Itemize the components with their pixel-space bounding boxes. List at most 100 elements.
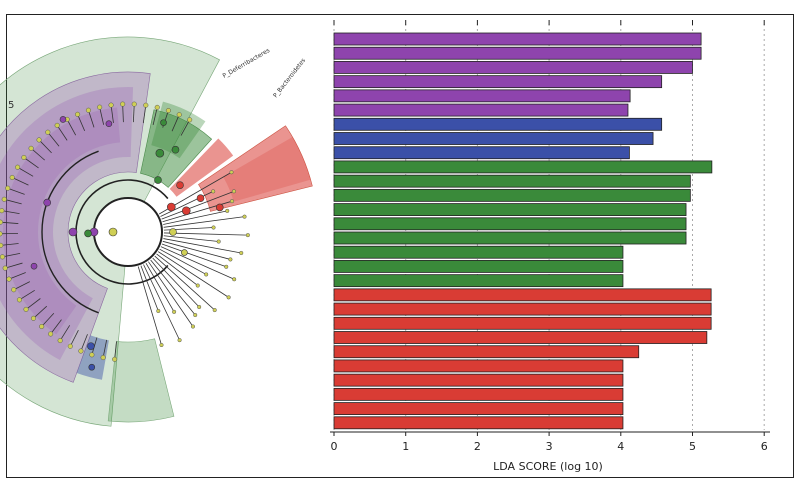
leaf-branch — [145, 262, 175, 313]
clade-highlight — [169, 138, 234, 197]
leaf-branch — [77, 114, 86, 132]
leaf-branch — [110, 105, 114, 124]
leaf-node — [15, 164, 21, 170]
x-tick-label: 1 — [402, 440, 409, 453]
leaf-branch — [152, 107, 158, 125]
bar — [333, 160, 713, 174]
clade-node — [181, 206, 191, 216]
leaf-node — [97, 104, 103, 110]
bar — [333, 359, 624, 373]
leaf-branch — [88, 110, 95, 128]
leaf-node — [54, 122, 60, 128]
bar — [333, 32, 702, 46]
clade-node — [108, 227, 118, 237]
leaf-branch — [142, 105, 147, 124]
bar — [333, 75, 663, 89]
leaf-branch — [30, 148, 45, 161]
x-tick-label: 0 — [331, 440, 338, 453]
leaf-node — [0, 208, 5, 214]
bar — [333, 387, 624, 401]
bar — [333, 331, 708, 344]
leaf-node — [6, 276, 12, 282]
clade-node — [160, 119, 167, 126]
leaf-node — [195, 283, 200, 288]
leaf-node — [16, 297, 22, 303]
leaf-branch — [23, 157, 39, 169]
clade-node — [215, 203, 224, 212]
ring-branch — [41, 150, 99, 314]
bar-series — [333, 32, 713, 430]
leaf-branch — [47, 131, 60, 147]
bar — [333, 245, 624, 259]
leaf-node — [85, 107, 91, 113]
leaf-node — [193, 312, 198, 318]
leaf-branch — [59, 325, 71, 341]
leaf-node — [143, 102, 149, 108]
leaf-branch — [0, 243, 19, 246]
leaf-branch — [137, 266, 162, 346]
leaf-branch — [99, 107, 105, 125]
bar — [333, 260, 624, 273]
clade-node — [196, 194, 205, 202]
leaf-node — [239, 250, 244, 256]
clade-node — [176, 181, 184, 189]
leaf-node — [165, 107, 171, 114]
leaf-node — [216, 239, 221, 244]
leaf-node — [0, 231, 3, 237]
leaf-branch — [66, 119, 77, 136]
leaf-branch — [157, 251, 229, 298]
leaf-branch — [25, 298, 41, 310]
leaf-node — [154, 104, 160, 110]
leaf-node — [232, 277, 237, 282]
clade-node — [105, 120, 113, 127]
leaf-node — [229, 199, 235, 204]
leaf-branch — [180, 119, 191, 136]
leaf-node — [57, 338, 63, 344]
leaf-node — [187, 117, 193, 123]
leaf-branch — [161, 243, 227, 268]
leaf-branch — [140, 265, 159, 312]
leaf-node — [225, 208, 230, 213]
clade-node — [68, 227, 78, 237]
leaf-branch — [38, 139, 52, 154]
leaf-node — [78, 348, 84, 354]
leaf-branch — [156, 253, 198, 286]
leaf-node — [224, 264, 229, 269]
leaf-node — [120, 101, 126, 107]
leaf-branch — [56, 125, 68, 141]
bar — [333, 61, 693, 74]
leaf-branch — [159, 248, 207, 275]
leaf-node — [159, 342, 164, 348]
leaf-node — [231, 189, 236, 194]
leaf-branch — [41, 312, 55, 327]
leaf-branch — [5, 262, 23, 269]
leaf-branch — [0, 221, 19, 224]
leaf-branch — [162, 240, 231, 260]
x-axis: 0 1 2 3 4 5 6 — [330, 20, 770, 453]
leaf-branch — [33, 305, 48, 319]
clade-highlight — [0, 71, 151, 383]
leaf-branch — [163, 216, 245, 228]
leaf-node — [9, 174, 15, 181]
x-tick-label: 5 — [689, 440, 696, 453]
leaf-node — [28, 145, 34, 151]
leaf-node — [190, 324, 196, 329]
leaf-node — [242, 214, 247, 219]
bar — [333, 89, 631, 103]
leaf-node — [226, 295, 231, 300]
leaf-branch — [17, 166, 34, 177]
leaf-branch — [132, 104, 135, 123]
leaf-node — [204, 272, 209, 277]
clade-highlight — [2, 107, 121, 335]
leaf-node — [36, 137, 42, 143]
leaf-node — [23, 306, 29, 312]
x-tick-label: 2 — [474, 440, 481, 453]
leaf-node — [67, 343, 73, 349]
leaf-branch — [13, 281, 30, 291]
bar — [333, 274, 624, 288]
leaf-node — [228, 257, 233, 262]
bar — [333, 188, 691, 202]
leaf-branch — [143, 264, 180, 341]
